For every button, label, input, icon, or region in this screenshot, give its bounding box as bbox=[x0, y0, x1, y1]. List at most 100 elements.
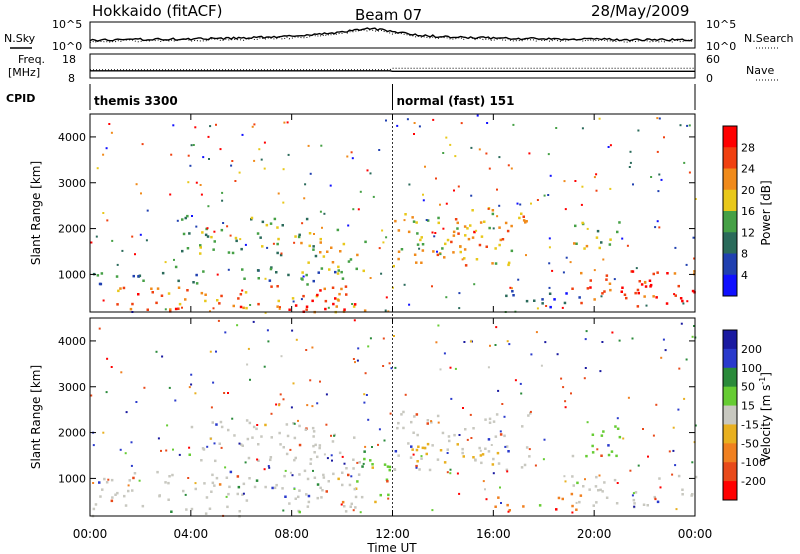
heatmap-cell bbox=[245, 419, 249, 422]
heatmap-cell bbox=[208, 507, 212, 510]
heatmap-cell bbox=[382, 337, 385, 340]
freq-label-2: [MHz] bbox=[8, 66, 40, 79]
heatmap-cell bbox=[520, 212, 523, 215]
heatmap-cell bbox=[379, 493, 382, 497]
heatmap-cell bbox=[352, 358, 355, 360]
heatmap-cell bbox=[436, 253, 440, 257]
heatmap-cell bbox=[204, 233, 208, 237]
heatmap-cell bbox=[354, 361, 356, 364]
heatmap-cell bbox=[343, 308, 346, 311]
heatmap-cell bbox=[655, 403, 658, 406]
heatmap-cell bbox=[103, 477, 106, 481]
colorbar-frame bbox=[722, 329, 738, 501]
heatmap-cell bbox=[458, 434, 461, 436]
heatmap-cell bbox=[507, 164, 510, 167]
heatmap-cell bbox=[674, 464, 677, 467]
heatmap-cell bbox=[510, 167, 513, 170]
freq-tick-bottom: 8 bbox=[68, 72, 75, 85]
heatmap-cell bbox=[124, 504, 128, 507]
heatmap-cell bbox=[328, 268, 331, 271]
noise-left-label: N.Sky bbox=[4, 32, 36, 45]
heatmap-cell bbox=[446, 452, 449, 454]
heatmap-cell bbox=[237, 485, 241, 489]
heatmap-cell bbox=[137, 293, 140, 296]
heatmap-cell bbox=[164, 261, 167, 264]
heatmap-cell bbox=[691, 493, 694, 496]
heatmap-cell bbox=[334, 297, 337, 300]
station-title: Hokkaido (fitACF) bbox=[92, 2, 223, 20]
heatmap-cell bbox=[510, 224, 513, 228]
heatmap-cell bbox=[261, 220, 265, 224]
heatmap-cell bbox=[600, 454, 603, 457]
heatmap-cell bbox=[495, 413, 499, 416]
heatmap-cell bbox=[561, 306, 564, 309]
heatmap-cell bbox=[508, 509, 511, 512]
heatmap-cell bbox=[277, 237, 280, 241]
heatmap-cell bbox=[331, 261, 335, 264]
heatmap-cell bbox=[371, 466, 374, 469]
heatmap-cell bbox=[165, 449, 168, 452]
heatmap-cell bbox=[510, 287, 513, 290]
heatmap-cell bbox=[682, 302, 685, 305]
heatmap-cell bbox=[512, 123, 515, 126]
heatmap-cell bbox=[691, 461, 694, 464]
heatmap-cell bbox=[319, 486, 322, 490]
heatmap-cell bbox=[423, 446, 427, 450]
heatmap-cell bbox=[220, 294, 223, 298]
heatmap-cell bbox=[656, 220, 659, 223]
heatmap-cell bbox=[456, 227, 459, 230]
heatmap-cell bbox=[92, 507, 96, 511]
heatmap-cell bbox=[588, 488, 591, 491]
heatmap-cell bbox=[224, 466, 227, 469]
heatmap-cell bbox=[476, 114, 479, 117]
heatmap-cell bbox=[245, 306, 248, 310]
power-ylabel: Slant Range [km] bbox=[29, 161, 43, 265]
heatmap-cell bbox=[169, 310, 172, 313]
heatmap-cell bbox=[279, 393, 282, 396]
heatmap-cell bbox=[166, 424, 169, 427]
heatmap-cell bbox=[340, 287, 343, 291]
heatmap-cell bbox=[318, 446, 321, 450]
heatmap-cell bbox=[652, 272, 655, 276]
heatmap-cell bbox=[337, 269, 340, 272]
heatmap-cell bbox=[511, 290, 514, 293]
heatmap-cell bbox=[123, 494, 126, 498]
heatmap-cell bbox=[298, 424, 301, 428]
heatmap-cell bbox=[327, 306, 330, 309]
heatmap-cell bbox=[572, 484, 575, 487]
heatmap-cell bbox=[316, 293, 319, 297]
heatmap-cell bbox=[425, 452, 428, 456]
heatmap-cell bbox=[236, 475, 240, 478]
heatmap-cell bbox=[319, 289, 322, 292]
heatmap-cell bbox=[446, 448, 449, 451]
heatmap-cell bbox=[359, 190, 362, 193]
heatmap-cell bbox=[260, 435, 263, 438]
heatmap-cell bbox=[563, 180, 566, 183]
heatmap-cell bbox=[298, 233, 301, 237]
heatmap-cell bbox=[470, 194, 473, 197]
heatmap-cell bbox=[367, 345, 370, 348]
heatmap-cell bbox=[363, 393, 366, 396]
heatmap-cell bbox=[681, 488, 684, 491]
nave-tick-bottom: 0 bbox=[706, 72, 713, 85]
heatmap-cell bbox=[586, 227, 589, 230]
heatmap-cell bbox=[305, 349, 308, 351]
heatmap-cell bbox=[693, 257, 696, 260]
colorbar-swatch bbox=[723, 232, 737, 254]
heatmap-cell bbox=[257, 459, 260, 462]
heatmap-cell bbox=[284, 495, 287, 498]
heatmap-cell bbox=[498, 204, 501, 207]
heatmap-cell bbox=[613, 478, 617, 482]
heatmap-cell bbox=[418, 468, 421, 471]
heatmap-cell bbox=[396, 426, 399, 430]
heatmap-cell bbox=[457, 232, 460, 235]
heatmap-cell bbox=[225, 476, 229, 479]
heatmap-cell bbox=[194, 487, 197, 491]
heatmap-cell bbox=[141, 504, 145, 508]
heatmap-cell bbox=[591, 433, 595, 436]
heatmap-cell bbox=[333, 434, 336, 437]
heatmap-cell bbox=[443, 461, 447, 464]
heatmap-cell bbox=[361, 465, 364, 468]
heatmap-cell bbox=[187, 477, 190, 479]
heatmap-cell bbox=[279, 253, 283, 257]
